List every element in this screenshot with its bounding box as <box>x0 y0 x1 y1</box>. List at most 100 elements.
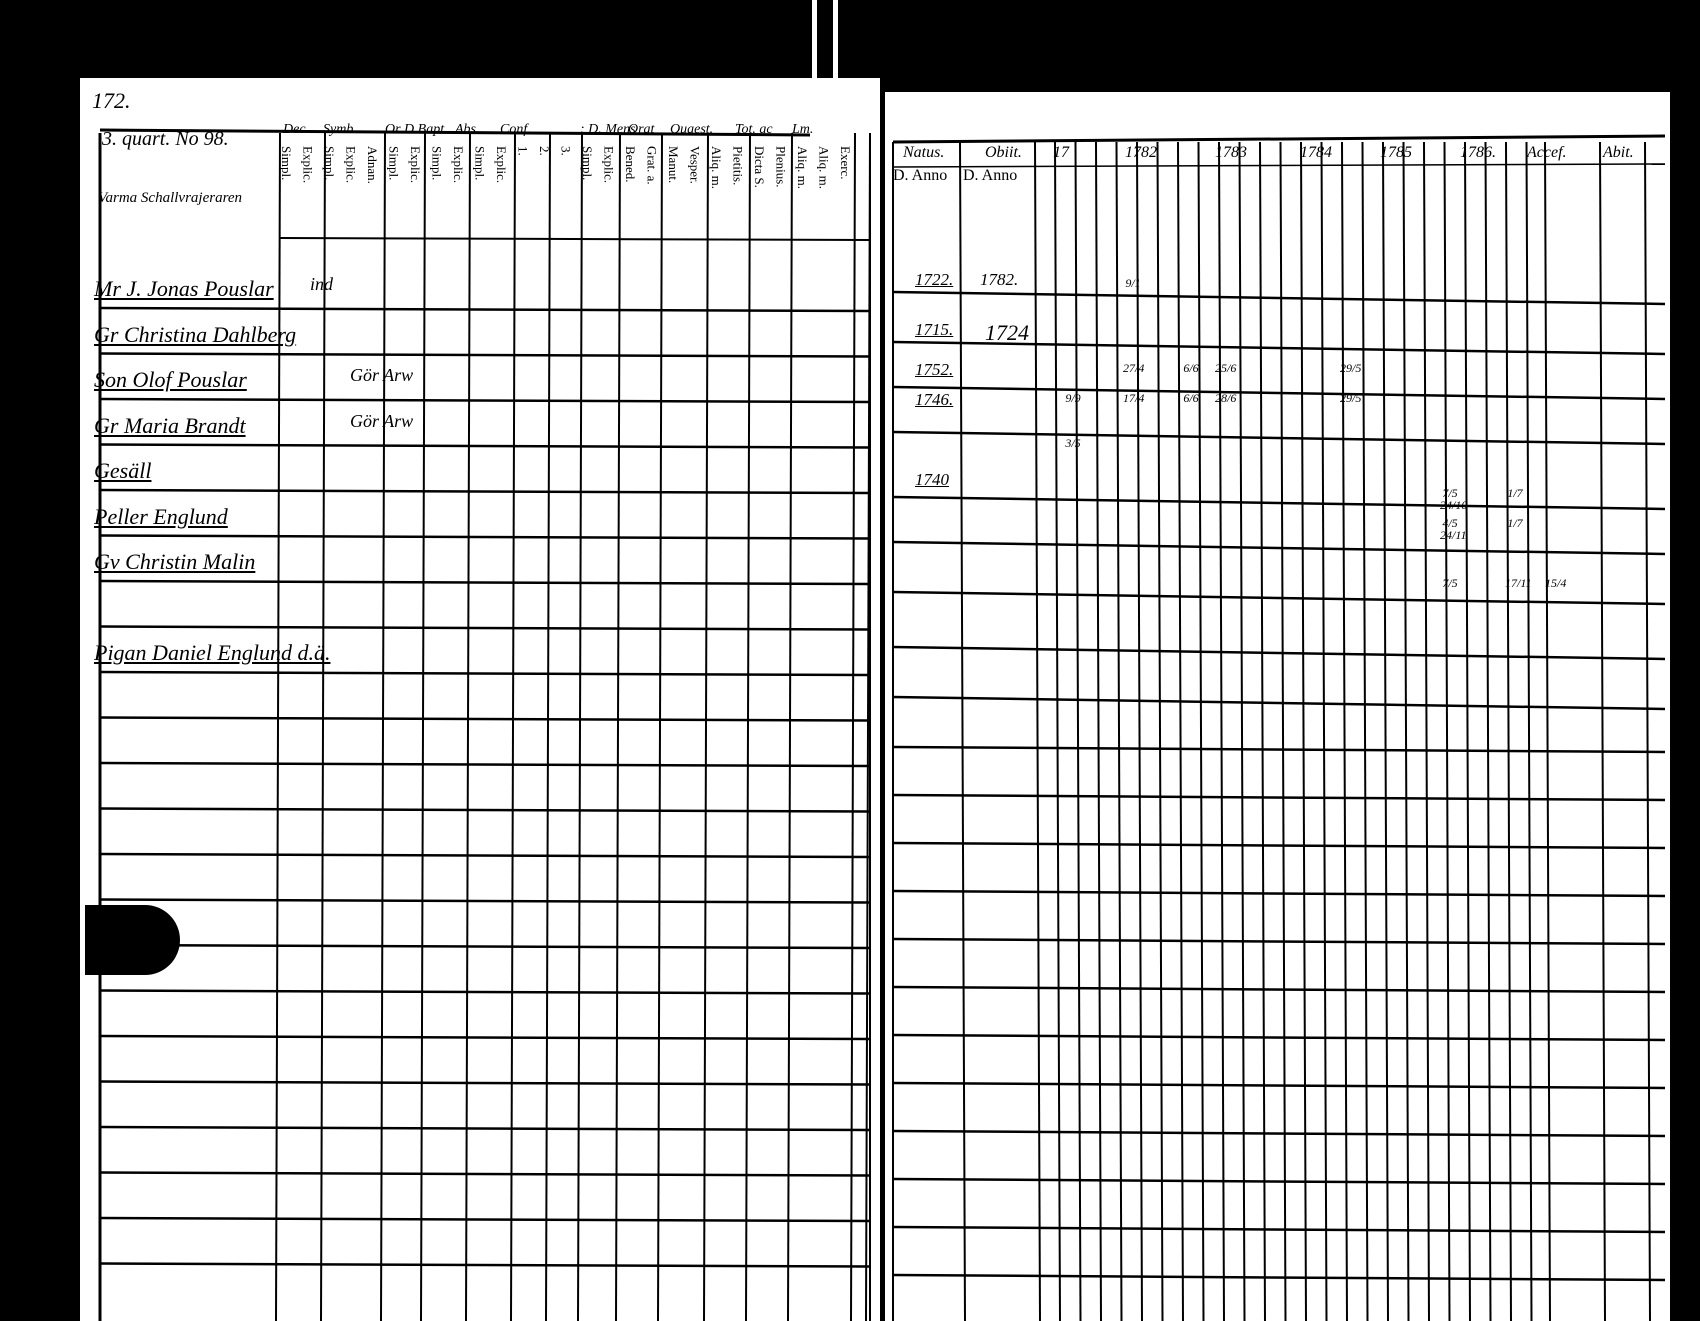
column-rule <box>1218 141 1225 1321</box>
column-rule <box>1259 141 1266 1321</box>
left-page: 172. 3. quart. No 98. Varma Schallvrajer… <box>80 78 880 1321</box>
household-subheading: Varma Schallvrajeraren <box>98 190 243 206</box>
register-mark: 3/5 <box>1065 436 1081 450</box>
column-label: Adnan. <box>365 146 380 184</box>
column-label: Exerc. <box>838 146 853 180</box>
row-rule <box>892 841 1666 850</box>
column-rule <box>1505 141 1512 1321</box>
column-label: Aliq. m. <box>709 146 724 189</box>
header-mid-rule <box>892 163 1666 168</box>
column-rule <box>1054 141 1061 1321</box>
column-rule <box>1402 141 1410 1321</box>
column-label: Simpl. <box>472 146 488 181</box>
column-label: Simpl. <box>279 146 294 181</box>
column-header: Accef. <box>1527 144 1567 161</box>
column-subheader: D. Anno <box>893 167 948 184</box>
column-rule <box>1095 141 1102 1321</box>
column-header: 1786. <box>1460 144 1496 161</box>
column-rule <box>1136 141 1143 1321</box>
column-label: Explic. <box>343 146 359 184</box>
column-rule <box>615 132 621 1321</box>
column-label: Dicta S. <box>752 146 767 188</box>
page-number: 172. <box>92 88 131 113</box>
column-rule <box>1320 141 1328 1321</box>
column-header: Natus. <box>903 144 945 161</box>
row-rule <box>99 1171 871 1177</box>
column-label: Explic. <box>601 146 617 184</box>
register-mark: 29/5 <box>1340 391 1362 405</box>
thumb-shadow <box>85 905 180 975</box>
register-mark: 27/4 <box>1123 361 1145 375</box>
column-label: Grat. a. <box>644 146 660 185</box>
column-rule <box>1423 141 1430 1321</box>
column-header: Obiit. <box>985 144 1022 161</box>
column-group-header: Conf. <box>500 122 531 137</box>
column-rule <box>1300 141 1307 1321</box>
column-rule <box>1034 141 1041 1321</box>
row-rule <box>892 495 1666 511</box>
person-name: Gv Christin Malin <box>94 549 256 574</box>
birth-year: 1715. <box>915 320 954 339</box>
column-label: 3. <box>558 146 574 156</box>
column-header: Abit. <box>1603 144 1634 161</box>
column-rule <box>657 132 663 1321</box>
column-header: 1784 <box>1300 144 1332 161</box>
row-rule <box>99 1125 871 1132</box>
right-page: Natus. Obiit. 17 1782 1783 1784 1785 1786. Accef… <box>885 92 1670 1321</box>
person-name: Gesäll <box>94 458 152 483</box>
column-rule <box>1341 141 1348 1321</box>
row-rule <box>99 1080 871 1086</box>
row-rule <box>892 1033 1666 1042</box>
column-rule <box>1525 141 1533 1321</box>
header-top-rule <box>892 134 1666 144</box>
register-mark: 6/6 <box>1183 391 1199 405</box>
death-year: 1782. <box>980 270 1019 289</box>
left-page-grid <box>98 128 871 1321</box>
column-label: Aliq. m. <box>816 146 832 189</box>
column-rule <box>1544 141 1551 1321</box>
row-rule <box>99 898 871 904</box>
column-label: Explic. <box>300 146 316 184</box>
register-mark: 9/9 <box>1065 391 1081 405</box>
column-group-header: Lm. <box>792 122 814 137</box>
row-rule <box>99 488 871 495</box>
column-group-header: Tot. ac <box>735 122 773 137</box>
register-mark: 1/7 <box>1507 516 1523 530</box>
birth-year: 1746. <box>915 390 954 409</box>
row-rule <box>99 352 871 358</box>
column-group-header: Orat <box>628 122 655 137</box>
column-rule <box>545 132 551 1321</box>
column-label: Explic. <box>451 146 466 184</box>
person-note: ind <box>310 274 334 294</box>
row-rule <box>892 1273 1666 1282</box>
row-rule <box>892 430 1666 446</box>
death-year: 1724 <box>985 320 1029 345</box>
column-rule <box>577 132 583 1321</box>
person-name: Gr Christina Dahlberg <box>94 321 297 347</box>
row-rule <box>892 937 1666 946</box>
row-rule <box>892 590 1666 606</box>
birth-year: 1740 <box>915 470 949 489</box>
column-label: Explic. <box>494 146 509 184</box>
row-rule <box>892 793 1666 802</box>
row-rule <box>99 1262 871 1268</box>
column-rule <box>1156 141 1164 1321</box>
row-rule <box>99 579 871 586</box>
register-mark: 28/6 <box>1215 391 1237 405</box>
column-label: Simpl. <box>322 146 337 181</box>
column-rule <box>420 132 426 1321</box>
column-rule <box>1115 141 1123 1321</box>
column-label: Simpl. <box>386 146 402 181</box>
column-label: Bened. <box>623 146 638 183</box>
column-rule <box>865 132 871 1321</box>
row-rule <box>99 761 871 768</box>
row-rule <box>892 1129 1666 1138</box>
row-rule <box>892 985 1666 994</box>
column-rule <box>510 132 516 1321</box>
column-label: Vesper. <box>687 146 703 184</box>
row-rule <box>99 625 871 631</box>
column-group-header: Symb. <box>323 122 357 137</box>
column-rule <box>850 132 856 1321</box>
column-label: 1. <box>515 146 531 156</box>
book-spine <box>812 0 838 90</box>
